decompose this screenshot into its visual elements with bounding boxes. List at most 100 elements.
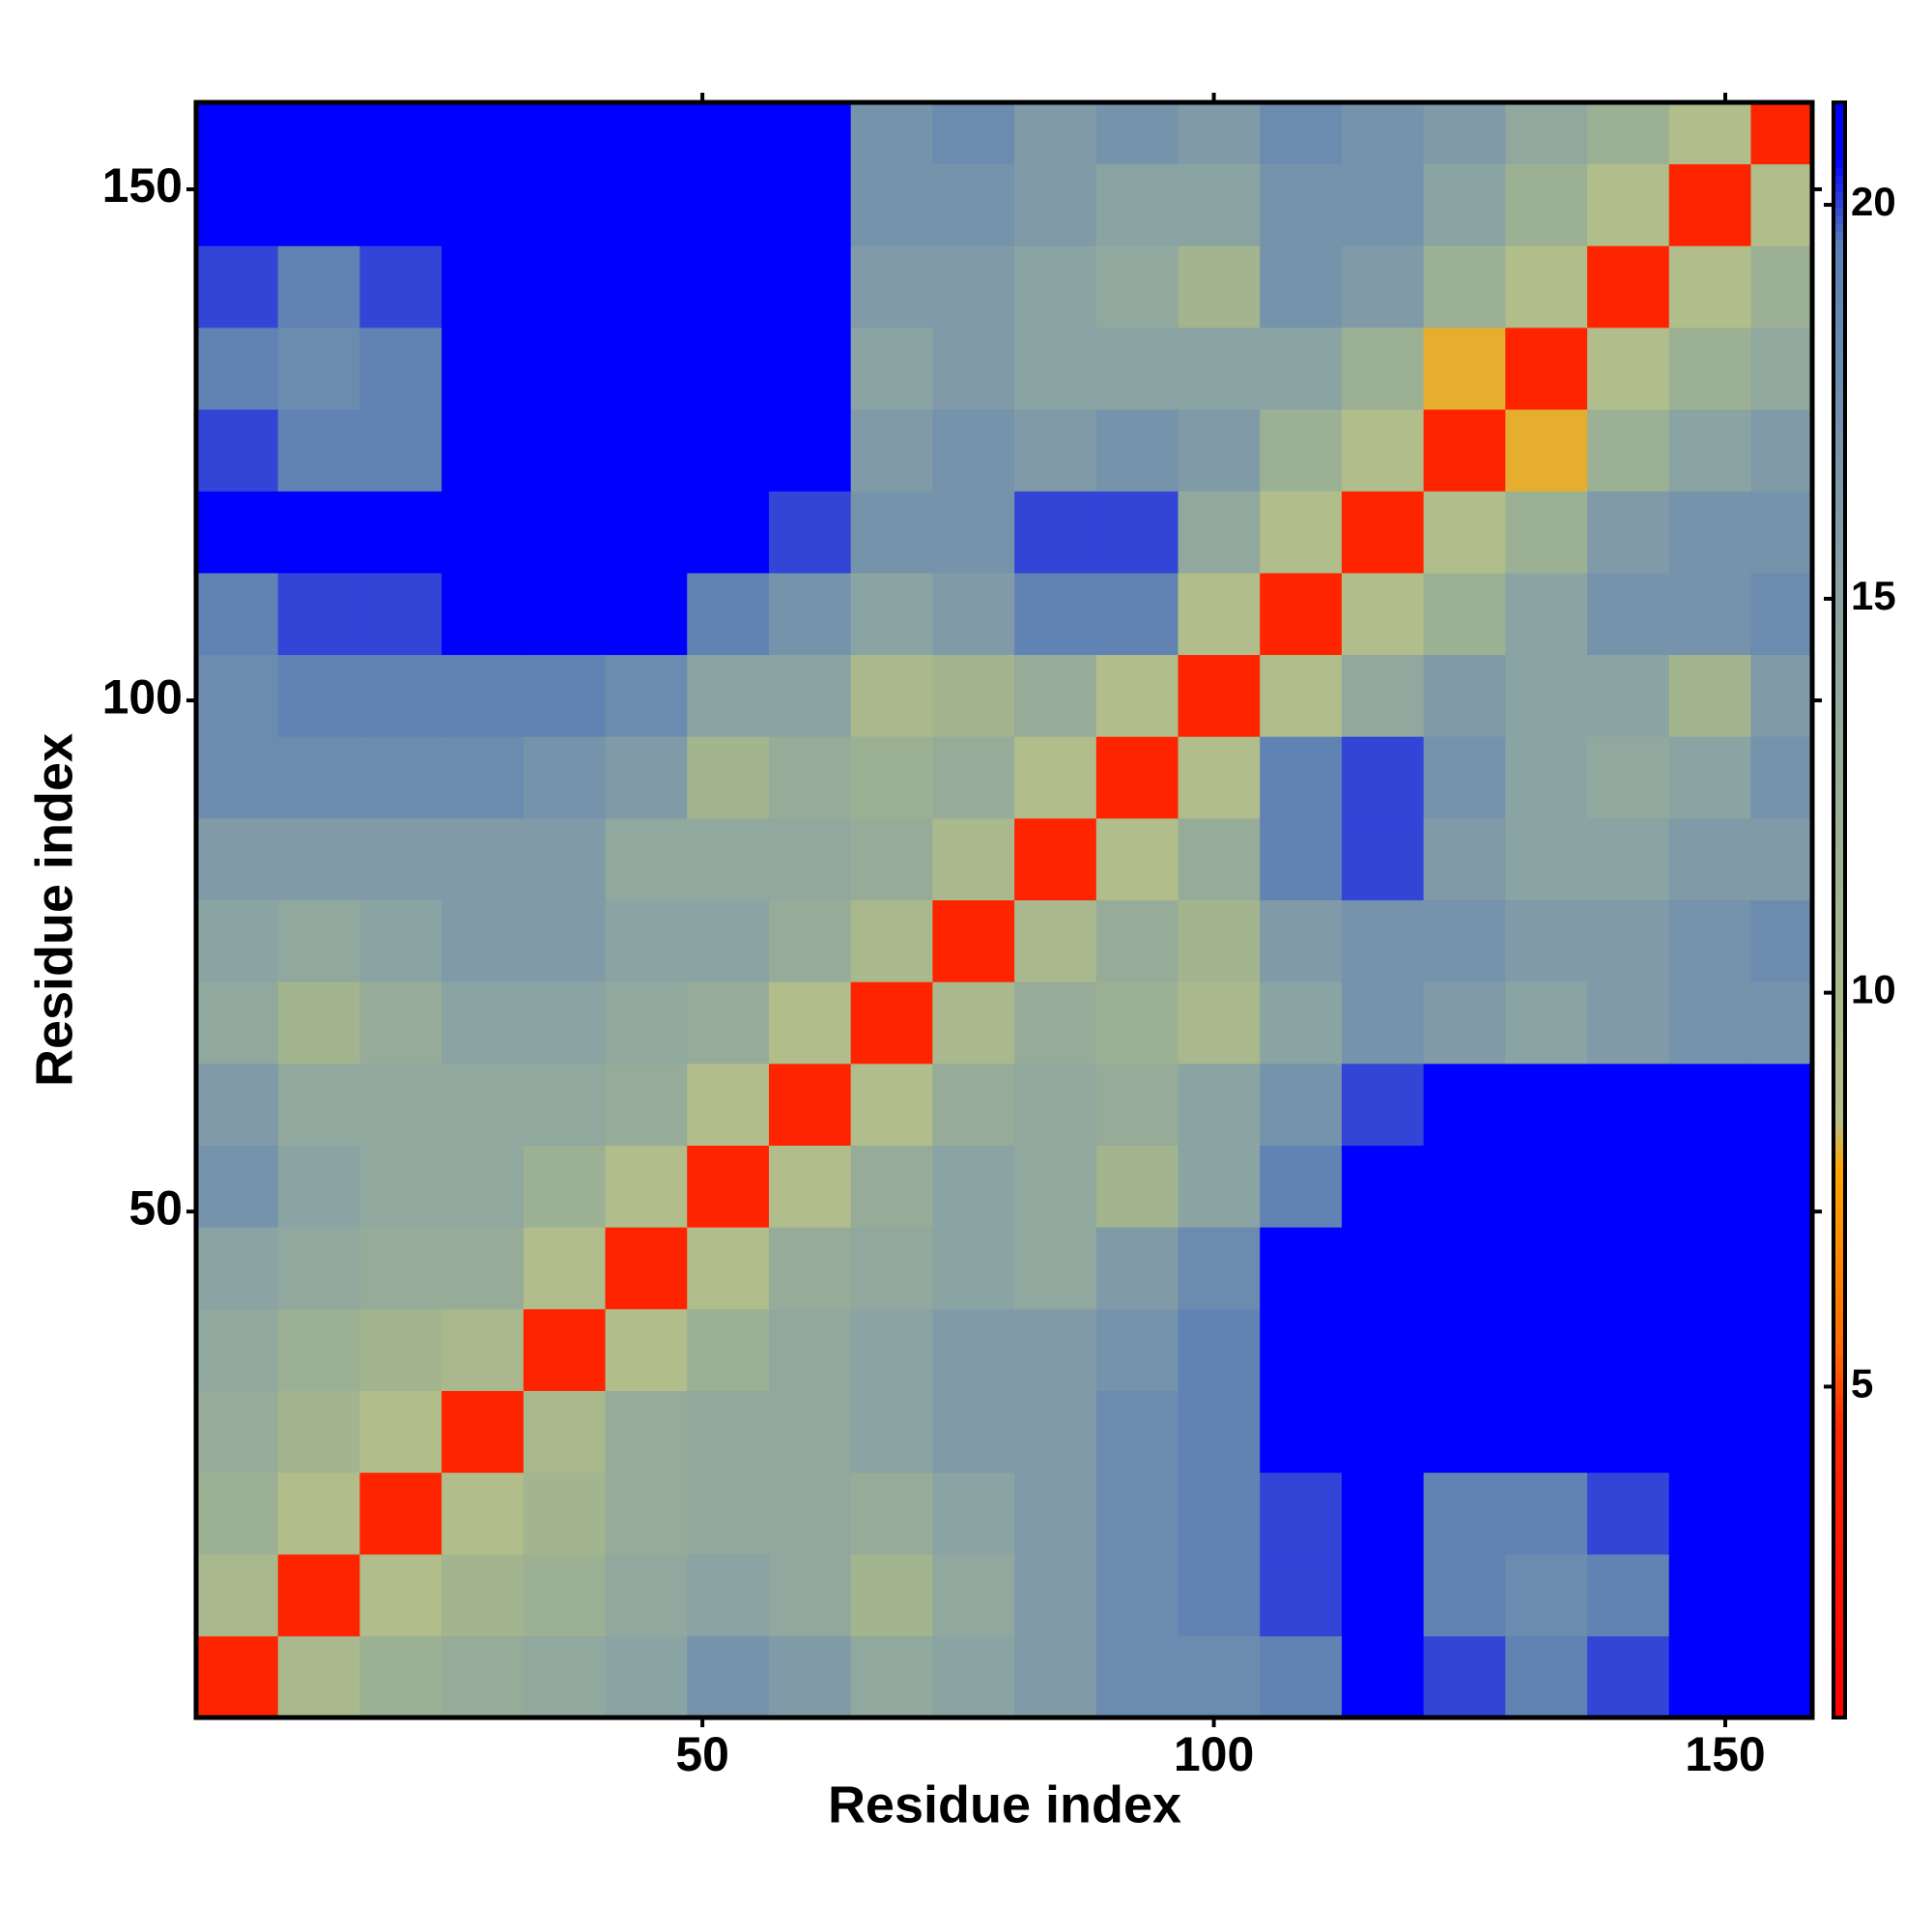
heatmap-cell [196, 1472, 279, 1555]
colorbar-segment [1833, 1629, 1845, 1637]
heatmap-cell [1014, 981, 1097, 1065]
heatmap-cell [441, 102, 525, 165]
colorbar-segment [1833, 151, 1845, 160]
heatmap-cell [1260, 899, 1343, 982]
heatmap-cell [277, 654, 361, 737]
colorbar-segment [1833, 1281, 1845, 1291]
colorbar-segment [1833, 134, 1845, 144]
colorbar-segment [1833, 1200, 1845, 1209]
heatmap-cell [1505, 102, 1588, 165]
heatmap-cell [1505, 817, 1588, 901]
heatmap-cell [1668, 1635, 1752, 1719]
colorbar-segment [1833, 853, 1845, 863]
heatmap-cell [1178, 899, 1261, 982]
heatmap-cell [850, 981, 933, 1065]
heatmap-cell [1587, 1227, 1670, 1310]
heatmap-cell [1014, 1063, 1097, 1146]
colorbar-segment [1833, 1007, 1845, 1016]
colorbar-segment [1833, 918, 1845, 927]
colorbar-segment [1833, 1459, 1845, 1468]
heatmap-cell [1341, 817, 1425, 901]
heatmap-cell [932, 1227, 1015, 1310]
heatmap-cell [1341, 102, 1425, 165]
heatmap-cell [1095, 491, 1179, 574]
colorbar-segment [1833, 118, 1845, 128]
heatmap-cell [850, 1227, 933, 1310]
heatmap-cell [277, 817, 361, 901]
heatmap-cell [1423, 736, 1506, 819]
colorbar-segment [1833, 255, 1845, 265]
colorbar-segment [1833, 659, 1845, 668]
colorbar-segment [1833, 271, 1845, 281]
heatmap-cell [932, 102, 1015, 165]
x-tick-label: 150 [1685, 1727, 1765, 1781]
colorbar-segment [1833, 692, 1845, 701]
colorbar-segment [1833, 603, 1845, 612]
heatmap-cell [605, 1390, 688, 1473]
colorbar-segment [1833, 1483, 1845, 1492]
colorbar-segment [1833, 240, 1845, 249]
heatmap-cell [359, 1227, 442, 1310]
colorbar-segment [1833, 627, 1845, 637]
heatmap-cell [1014, 409, 1097, 492]
heatmap-cell [1095, 1063, 1179, 1146]
heatmap-cell [1505, 1472, 1588, 1555]
plot-frame [193, 99, 1815, 1720]
heatmap-cell [1505, 654, 1588, 737]
heatmap-cell [850, 1063, 933, 1146]
colorbar-segment [1833, 958, 1845, 968]
colorbar-segment [1833, 1329, 1845, 1339]
heatmap-cell [768, 1472, 852, 1555]
colorbar-segment [1833, 1548, 1845, 1557]
heatmap-cell [850, 817, 933, 901]
heatmap-cell [1014, 572, 1097, 656]
heatmap-cell [441, 1227, 525, 1310]
heatmap-cell [605, 1553, 688, 1636]
colorbar-segment [1833, 781, 1845, 790]
heatmap-cell [196, 1390, 279, 1473]
colorbar-segment [1833, 812, 1845, 822]
heatmap-cell [1750, 1635, 1813, 1719]
heatmap-cell [359, 654, 442, 737]
heatmap-cell [1014, 899, 1097, 982]
heatmap-cell [1587, 245, 1670, 328]
colorbar-segment [1833, 1572, 1845, 1581]
heatmap-cell [1668, 654, 1752, 737]
heatmap-cell [932, 817, 1015, 901]
heatmap-cell [605, 1063, 688, 1146]
colorbar-segment [1833, 619, 1845, 628]
colorbar-segment [1833, 974, 1845, 983]
heatmap-cell [1178, 817, 1261, 901]
heatmap-cell [1260, 1308, 1343, 1391]
heatmap-cell [932, 1472, 1015, 1555]
heatmap-cell [1423, 1227, 1506, 1310]
colorbar-segment [1833, 490, 1845, 499]
heatmap-cell [850, 1472, 933, 1555]
heatmap-cell [196, 327, 279, 411]
heatmap-cell [932, 899, 1015, 982]
colorbar-segment [1833, 1168, 1845, 1178]
heatmap-cell [687, 1390, 770, 1473]
heatmap-cell [687, 163, 770, 246]
colorbar-segment [1833, 1151, 1845, 1161]
colorbar-segment [1833, 643, 1845, 653]
heatmap-cell [196, 245, 279, 328]
colorbar-segment [1833, 1596, 1845, 1605]
heatmap-cell [687, 491, 770, 574]
colorbar-segment [1833, 1418, 1845, 1428]
heatmap-cell [1260, 327, 1343, 411]
colorbar-segment [1833, 288, 1845, 298]
heatmap-cell [1014, 1145, 1097, 1228]
heatmap-cell [523, 1472, 607, 1555]
axes: 50 100 150 50 100 150 [102, 93, 1822, 1781]
heatmap-cell [1587, 409, 1670, 492]
heatmap-cell [850, 491, 933, 574]
colorbar-segment [1833, 1120, 1845, 1129]
colorbar-segment [1833, 869, 1845, 879]
colorbar-segment [1833, 304, 1845, 313]
heatmap-cell [1587, 1390, 1670, 1473]
heatmap-cell [1014, 327, 1097, 411]
heatmap-cell [932, 409, 1015, 492]
heatmap-cell [687, 102, 770, 165]
colorbar-segment [1833, 1499, 1845, 1509]
